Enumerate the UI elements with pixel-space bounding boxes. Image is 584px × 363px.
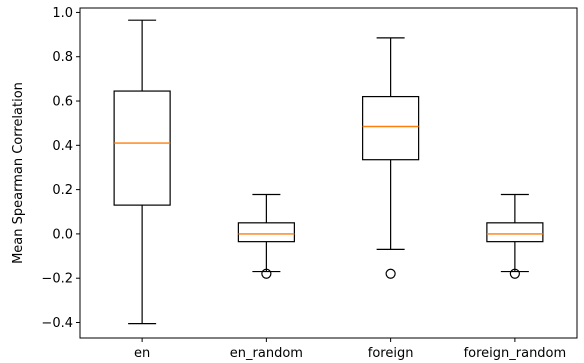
plot-area-frame [79,7,578,339]
box-foreign-random [486,193,544,279]
x-tick-label-en-random: en_random [230,346,303,361]
x-tick-label-foreign-random: foreign_random [464,346,567,361]
y-tick-label: 0.6 [52,95,73,110]
outlier-point [261,268,272,279]
box-en [113,19,171,325]
y-axis-ticks: −0.4 −0.2 0.0 0.2 0.4 0.6 0.8 1.0 [41,6,80,331]
y-tick-label: 0.4 [52,139,73,154]
y-tick-label: −0.2 [41,272,73,287]
outlier-point [385,268,396,279]
iqr-box [237,222,295,243]
y-tick-label: 0.0 [52,227,73,242]
box-series [113,19,544,325]
box-en-random [237,193,295,279]
y-tick-label: 0.8 [52,50,73,65]
box-foreign [362,37,420,279]
iqr-box [113,90,171,206]
outlier-point [509,268,520,279]
y-tick-label: −0.4 [41,316,73,331]
y-tick-label: 0.2 [52,183,73,198]
y-tick-label: 1.0 [52,6,73,21]
y-axis-label: Mean Spearman Correlation [11,82,26,264]
iqr-box [486,222,544,243]
iqr-box [362,95,420,161]
x-axis-ticks: en en_random foreign foreign_random [134,338,566,361]
x-tick-label-foreign: foreign [368,346,414,361]
x-tick-label-en: en [134,346,150,361]
